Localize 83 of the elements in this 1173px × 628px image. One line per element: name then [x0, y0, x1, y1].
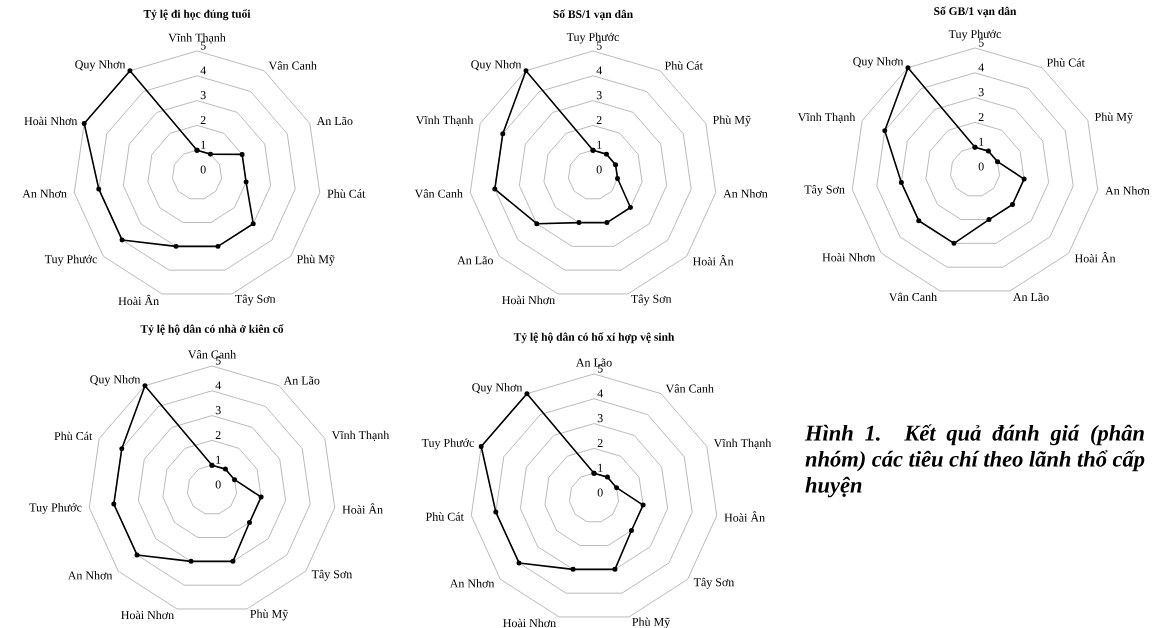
spoke-label: An Nhơn: [67, 571, 113, 580]
spoke-label: Phù Cát: [54, 431, 93, 441]
spoke-label: Vĩnh Thạnh: [415, 115, 474, 127]
y-tick-label: 4: [215, 381, 222, 390]
spoke-label: Hoài Ân: [724, 511, 765, 522]
y-tick-label: 2: [596, 115, 602, 124]
spoke-label: Phù Mỹ: [296, 254, 335, 266]
chart-title: Tỷ lệ hộ dân có hố xí hợp vệ sinh: [513, 332, 675, 344]
spoke-label: Vân Canh: [414, 189, 463, 198]
spoke-label: Hoài Ân: [692, 255, 734, 266]
spoke-label: Phù Cát: [327, 189, 366, 198]
chart-title: Số BS/1 vạn dân: [553, 9, 633, 21]
y-tick-label: 4: [200, 66, 207, 75]
y-tick-label: 4: [978, 63, 984, 72]
y-tick-label: 0: [596, 165, 602, 174]
spoke-label: Hoài Ân: [342, 503, 383, 514]
spoke-label: Phù Mỹ: [712, 115, 751, 127]
y-tick-label: 3: [200, 91, 206, 100]
spoke-label: Quy Nhơn: [471, 60, 522, 71]
spoke-label: An Nhơn: [723, 189, 768, 198]
y-tick-label: 3: [597, 414, 603, 423]
y-tick-label: 0: [978, 162, 984, 171]
spoke-label: Tây Sơn: [311, 569, 353, 581]
spoke-label: Hoài Nhơn: [24, 116, 78, 126]
spoke-label: Phù Cát: [425, 512, 464, 521]
spoke-label: Tuy Phước: [421, 438, 474, 450]
spoke-label: Vĩnh Thạnh: [331, 430, 390, 442]
y-tick-label: 2: [200, 115, 206, 124]
spoke-label: Hoài Ân: [1074, 252, 1116, 263]
spoke-label: An Nhơn: [1105, 186, 1150, 195]
spoke-label: Tuy Phước: [44, 254, 98, 266]
y-tick-label: 0: [215, 480, 221, 489]
chart-title: Số GB/1 vạn dân: [934, 6, 1017, 18]
spoke-label: Hoài Nhơn: [502, 295, 555, 305]
y-tick-label: 2: [597, 438, 603, 447]
chart-title: Tỷ lệ đi học đúng tuổi: [143, 9, 251, 21]
spoke-label: Vĩnh Thạnh: [797, 112, 856, 124]
spoke-label: Quy Nhơn: [853, 57, 904, 68]
spoke-label: Quy Nhơn: [472, 382, 523, 394]
spoke-label: Vân Canh: [888, 292, 937, 302]
spoke-label: Tây Sơn: [235, 294, 276, 306]
y-tick-label: 0: [597, 488, 603, 497]
spoke-label: An Nhơn: [22, 189, 67, 198]
y-tick-label: 3: [215, 406, 221, 415]
spoke-label: Tây Sơn: [804, 185, 845, 196]
y-tick-label: 1: [597, 140, 602, 149]
spoke-label: Hoài Nhơn: [121, 610, 174, 620]
text: Hình 1. Kết quả đánh giá (phân nhóm) các tiêu chí theo lãnh thổ cấp huyện: [804, 424, 1145, 498]
spoke-label: Hoài Nhơn: [503, 618, 556, 628]
y-tick-label: 2: [978, 112, 984, 121]
spoke-label: An Lão: [283, 376, 320, 385]
y-tick-label: 1: [216, 455, 221, 464]
chart-title: Tỷ lệ hộ dân có nhà ở kiên cố: [140, 324, 284, 336]
spoke-label: Hoài Ân: [118, 294, 159, 306]
y-tick-label: 2: [215, 430, 221, 439]
y-tick-label: 3: [978, 88, 984, 97]
y-tick-label: 3: [596, 91, 602, 100]
spoke-label: Phù Mỹ: [1094, 112, 1133, 124]
spoke-label: An Nhơn: [449, 579, 495, 588]
spoke-label: Tuy Phước: [29, 503, 82, 514]
y-tick-label: 4: [597, 389, 603, 398]
spoke-label: Phù Cát: [664, 61, 703, 70]
y-tick-label: 5: [596, 41, 602, 50]
spoke-label: An Lão: [1013, 292, 1049, 302]
spoke-label: Phù Mỹ: [250, 609, 289, 621]
spoke-label: Quy Nhơn: [75, 60, 126, 71]
spoke-label: An Lão: [316, 116, 353, 125]
spoke-label: Vân Canh: [665, 384, 714, 393]
spoke-label: Tây Sơn: [693, 577, 735, 589]
y-tick-label: 4: [596, 66, 602, 75]
spoke-label: Tây Sơn: [631, 294, 672, 306]
y-tick-label: 1: [201, 140, 206, 149]
spoke-label: Phù Mỹ: [632, 617, 671, 628]
spoke-label: Quy Nhơn: [90, 375, 141, 386]
spoke-label: Phù Cát: [1046, 58, 1085, 67]
y-tick-label: 1: [598, 463, 603, 472]
spoke-label: Vân Canh: [268, 61, 317, 70]
spoke-label: Hoài Nhơn: [822, 253, 876, 262]
y-tick-label: 5: [978, 38, 984, 47]
spoke-label: An Lão: [457, 256, 493, 265]
spoke-label: Vĩnh Thạnh: [713, 438, 772, 450]
y-tick-label: 1: [979, 137, 984, 146]
y-tick-label: 0: [200, 165, 206, 174]
